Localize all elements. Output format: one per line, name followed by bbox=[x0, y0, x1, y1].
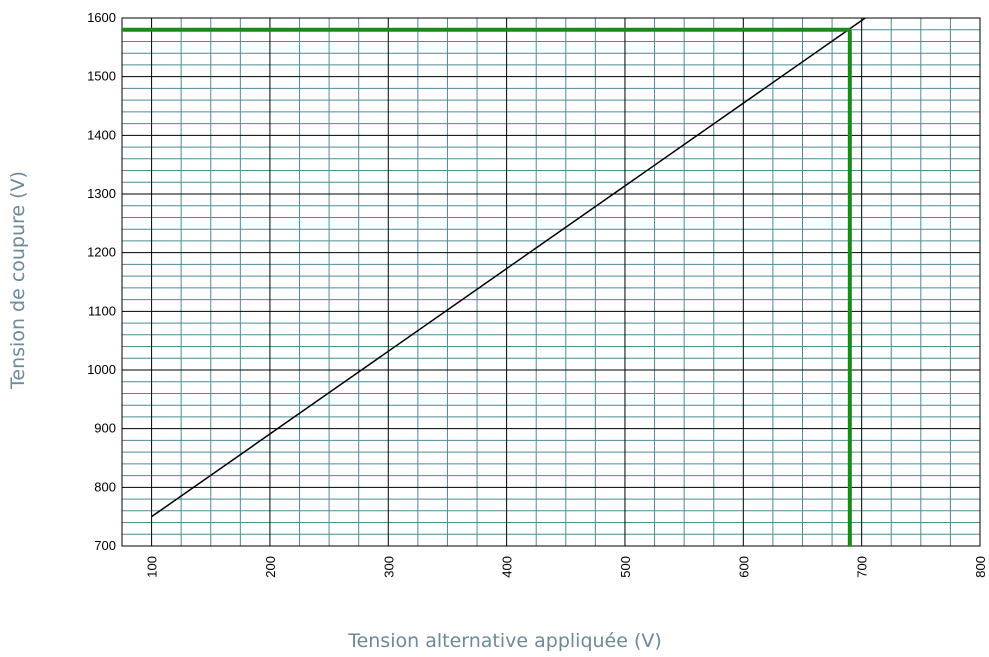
reference-layer bbox=[122, 27, 852, 546]
y-tick-label: 1100 bbox=[88, 303, 116, 318]
minor-grid bbox=[121, 18, 980, 546]
x-tick-label: 400 bbox=[500, 556, 515, 578]
y-tick-label: 700 bbox=[94, 538, 116, 553]
y-tick-label: 1000 bbox=[87, 362, 116, 377]
x-tick-label: 700 bbox=[855, 556, 870, 578]
y-tick-label: 1500 bbox=[87, 69, 116, 84]
y-tick-label: 1300 bbox=[87, 186, 116, 201]
y-tick-label: 900 bbox=[94, 421, 116, 436]
major-grid bbox=[122, 17, 981, 547]
x-tick-label: 200 bbox=[263, 556, 278, 578]
x-tick-label: 300 bbox=[381, 556, 396, 578]
x-axis-title: Tension alternative appliquée (V) bbox=[347, 630, 662, 652]
series-line-0 bbox=[151, 17, 866, 518]
x-tick-label: 100 bbox=[145, 556, 160, 578]
y-tick-label: 1200 bbox=[87, 245, 116, 260]
x-tick-labels: 100 200 300 400 500 600 700 800 bbox=[145, 556, 988, 578]
series-layer bbox=[151, 17, 866, 518]
y-tick-label: 1600 bbox=[87, 10, 116, 25]
y-tick-label: 800 bbox=[94, 479, 116, 494]
y-tick-labels: 700 800 900 1000 1100 1200 1300 1400 1500 1600 bbox=[87, 10, 116, 553]
plot-frame bbox=[121, 17, 981, 547]
x-tick-label: 500 bbox=[618, 556, 633, 578]
x-tick-label: 800 bbox=[973, 556, 988, 578]
y-axis-title: Tension de coupure (V) bbox=[7, 171, 29, 390]
y-tick-label: 1400 bbox=[87, 127, 116, 142]
x-tick-label: 600 bbox=[736, 556, 751, 578]
